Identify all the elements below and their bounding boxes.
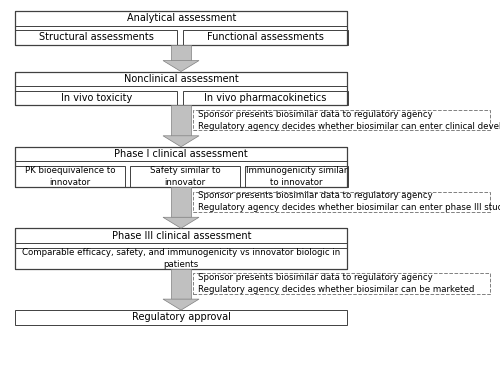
Bar [15, 72, 347, 86]
Bar [15, 147, 347, 161]
Bar [15, 228, 347, 243]
Bar [182, 91, 348, 105]
Bar [171, 187, 191, 217]
Text: Safety similar to
innovator: Safety similar to innovator [150, 166, 220, 187]
Text: Nonclinical assessment: Nonclinical assessment [124, 74, 238, 84]
Bar [171, 269, 191, 299]
Text: Phase III clinical assessment: Phase III clinical assessment [112, 230, 251, 241]
Text: Sponsor presents biosimilar data to regulatory agency
Regulatory agency decides : Sponsor presents biosimilar data to regu… [198, 110, 500, 131]
Text: Immunogenicity similar
to innovator: Immunogenicity similar to innovator [246, 166, 347, 187]
Polygon shape [163, 217, 199, 228]
Bar [15, 248, 347, 269]
Bar [171, 105, 191, 136]
Text: Structural assessments: Structural assessments [39, 32, 154, 43]
Bar [182, 30, 348, 45]
Bar [192, 110, 490, 130]
Polygon shape [163, 61, 199, 72]
Polygon shape [163, 136, 199, 147]
Text: Phase I clinical assessment: Phase I clinical assessment [114, 149, 248, 159]
Text: In vivo toxicity: In vivo toxicity [60, 93, 132, 103]
Text: Sponsor presents biosimilar data to regulatory agency
Regulatory agency decides : Sponsor presents biosimilar data to regu… [198, 191, 500, 212]
Text: PK bioequivalence to
innovator: PK bioequivalence to innovator [25, 166, 115, 187]
Polygon shape [163, 299, 199, 310]
Bar [15, 11, 347, 45]
Bar [15, 147, 347, 187]
Bar [15, 72, 347, 105]
Text: Comparable efficacy, safety, and immunogenicity vs innovator biologic in
patient: Comparable efficacy, safety, and immunog… [22, 248, 340, 269]
Text: Sponsor presents biosimilar data to regulatory agency
Regulatory agency decides : Sponsor presents biosimilar data to regu… [198, 273, 475, 294]
Text: Analytical assessment: Analytical assessment [126, 13, 236, 23]
Bar [192, 273, 490, 294]
Text: Functional assessments: Functional assessments [206, 32, 324, 43]
Bar [15, 166, 125, 187]
Bar [171, 45, 191, 61]
Text: In vivo pharmacokinetics: In vivo pharmacokinetics [204, 93, 326, 103]
Bar [15, 228, 347, 269]
Text: Regulatory approval: Regulatory approval [132, 312, 230, 323]
Bar [192, 192, 490, 212]
Bar [15, 91, 177, 105]
Bar [130, 166, 240, 187]
Bar [15, 11, 347, 26]
Bar [15, 310, 347, 325]
Bar [245, 166, 348, 187]
Bar [15, 30, 177, 45]
